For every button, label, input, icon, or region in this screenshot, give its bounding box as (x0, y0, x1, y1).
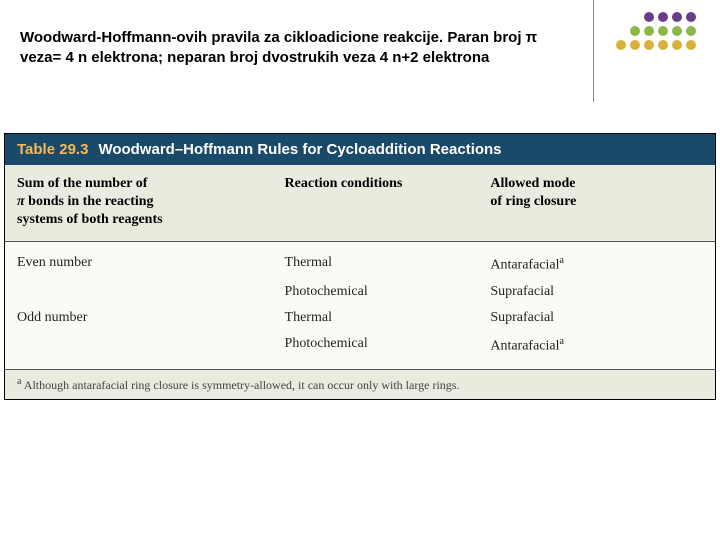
table-header-col3: Allowed modeof ring closure (490, 175, 703, 230)
dot-icon (658, 12, 668, 22)
dot-icon (686, 26, 696, 36)
slide-title: Woodward-Hoffmann-ovih pravila za cikloa… (20, 28, 550, 69)
cell-col3: Suprafacial (490, 284, 703, 300)
dot-icon (630, 40, 640, 50)
table-header-col2: Reaction conditions (285, 175, 491, 230)
dot-icon (644, 12, 654, 22)
dots-row (606, 26, 696, 36)
cell-col3: Suprafacial (490, 310, 703, 326)
table-row: Even numberThermalAntarafaciala (17, 250, 703, 279)
dot-icon (644, 40, 654, 50)
cell-col1: Even number (17, 255, 285, 274)
dot-icon (658, 26, 668, 36)
decorative-dots (606, 12, 696, 54)
table-footnote: a Although antarafacial ring closure is … (5, 369, 715, 399)
cell-col2: Thermal (285, 255, 491, 274)
dot-icon (658, 40, 668, 50)
dot-icon (686, 40, 696, 50)
dot-icon (672, 40, 682, 50)
dot-icon (686, 12, 696, 22)
cell-col2: Thermal (285, 310, 491, 326)
table-row: PhotochemicalAntarafaciala (17, 331, 703, 360)
table-title-bar: Table 29.3 Woodward–Hoffmann Rules for Cy… (5, 134, 715, 165)
dot-icon (644, 26, 654, 36)
table-row: Odd numberThermalSuprafacial (17, 305, 703, 331)
table: Table 29.3 Woodward–Hoffmann Rules for Cy… (4, 133, 716, 401)
table-header-row: Sum of the number ofπ bonds in the react… (5, 165, 715, 243)
dot-icon (616, 40, 626, 50)
cell-col1: Odd number (17, 310, 285, 326)
slide-header: Woodward-Hoffmann-ovih pravila za cikloa… (0, 0, 720, 83)
dot-icon (672, 26, 682, 36)
cell-col3: Antarafaciala (490, 336, 703, 355)
cell-col3: Antarafaciala (490, 255, 703, 274)
dots-row (606, 40, 696, 50)
table-number: Table 29.3 (17, 141, 88, 158)
cell-col1 (17, 284, 285, 300)
table-body: Even numberThermalAntarafacialaPhotochem… (5, 242, 715, 369)
dot-icon (630, 26, 640, 36)
table-header-col1: Sum of the number ofπ bonds in the react… (17, 175, 285, 230)
cell-col2: Photochemical (285, 336, 491, 355)
table-title: Woodward–Hoffmann Rules for Cycloadditio… (98, 141, 501, 158)
dot-icon (672, 12, 682, 22)
cell-col2: Photochemical (285, 284, 491, 300)
dots-row (606, 12, 696, 22)
cell-col1 (17, 336, 285, 355)
table-row: PhotochemicalSuprafacial (17, 279, 703, 305)
header-divider (593, 0, 594, 102)
